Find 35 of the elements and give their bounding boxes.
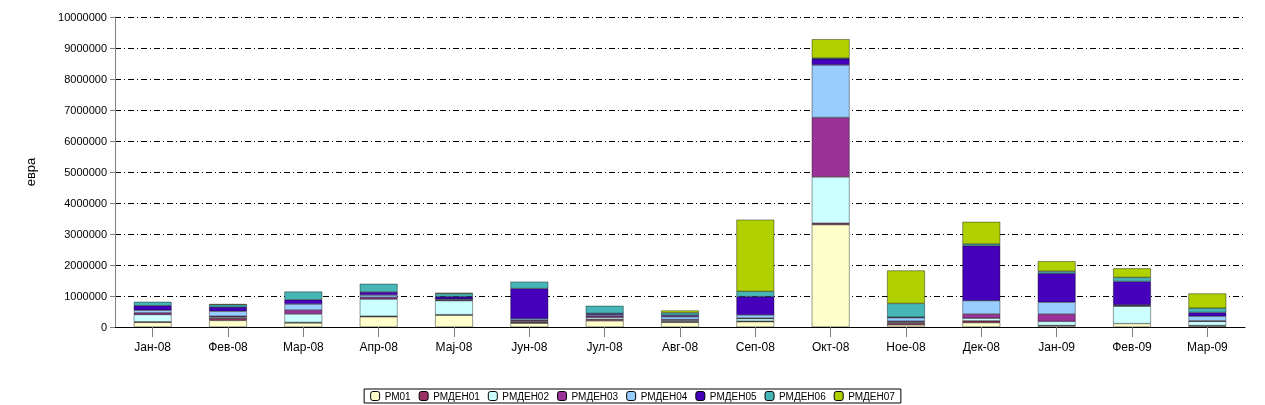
legend-label: РМДЕН04	[640, 390, 688, 402]
y-tick-label: 2000000	[64, 259, 107, 271]
x-tick-label: Фев-08	[208, 340, 249, 354]
x-tick-label: Јул-08	[586, 340, 624, 354]
y-tick-label: 1000000	[64, 290, 107, 302]
legend-label: РМДЕН07	[848, 390, 896, 402]
x-tick-label: Авг-08	[661, 340, 699, 354]
x-tick-label: Мај-08	[435, 340, 473, 354]
y-tick-label: 0	[100, 321, 107, 333]
x-tick-label: Ное-08	[886, 340, 926, 354]
x-tick-label: Фев-09	[1112, 340, 1153, 354]
x-tick-label: Мар-08	[282, 340, 325, 354]
legend-label: РМДЕН01	[433, 390, 481, 402]
x-tick-label: Дек-08	[962, 340, 1001, 354]
x-tick-label: Окт-08	[811, 340, 850, 354]
legend-label: РМДЕН02	[502, 390, 550, 402]
y-tick-label: 9000000	[64, 42, 107, 54]
x-tick-label: Јун-08	[511, 340, 548, 354]
x-tick-label: Сеп-08	[735, 340, 776, 354]
y-tick-label: 7000000	[64, 104, 107, 116]
y-axis-title: евра	[23, 156, 38, 187]
y-tick-label: 3000000	[64, 228, 107, 240]
y-tick-label: 6000000	[64, 135, 107, 147]
x-tick-label: Апр-08	[359, 340, 399, 354]
x-tick-label: Мар-09	[1186, 340, 1229, 354]
x-tick-label: Јан-08	[134, 340, 172, 354]
y-tick-label: 10000000	[58, 11, 107, 23]
legend-label: РМДЕН03	[571, 390, 619, 402]
x-tick-label: Јан-09	[1038, 340, 1076, 354]
y-tick-label: 5000000	[64, 166, 107, 178]
y-tick-label: 8000000	[64, 73, 107, 85]
legend-label: РМДЕН05	[709, 390, 757, 402]
legend-label: РМ01	[384, 390, 412, 402]
y-tick-label: 4000000	[64, 197, 107, 209]
legend-label: РМДЕН06	[779, 390, 827, 402]
